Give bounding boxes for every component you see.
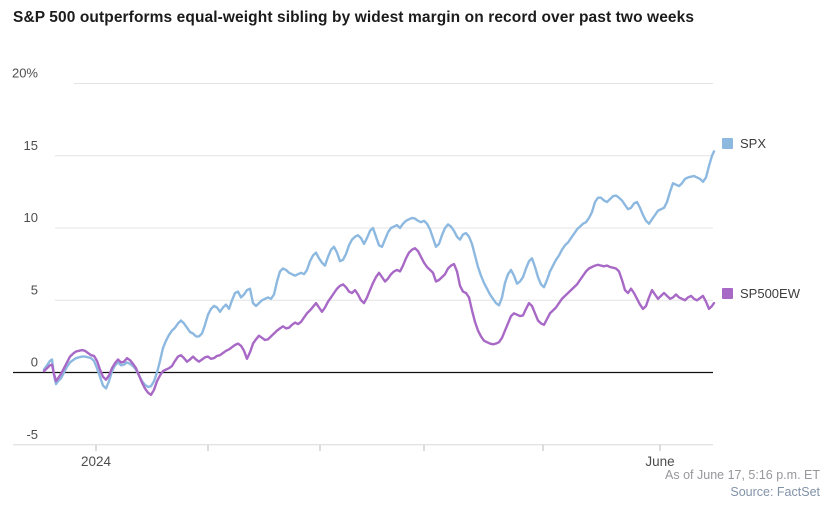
y-axis-label: 20%	[12, 66, 38, 81]
legend-sp500ew-label: SP500EW	[740, 286, 800, 301]
footer: As of June 17, 5:16 p.m. ET Source: Fact…	[665, 467, 820, 500]
y-axis-label: 15	[24, 138, 38, 153]
x-axis-label: June	[645, 454, 674, 469]
y-axis-label: 5	[31, 282, 38, 297]
spx-swatch-icon	[722, 138, 733, 149]
y-axis-label: 10	[24, 210, 38, 225]
series-line-spx	[42, 150, 716, 390]
y-axis-label: 0	[31, 355, 38, 370]
series-line-sp500ew	[42, 247, 716, 397]
legend-sp500ew: SP500EW	[722, 286, 800, 301]
source-text: Source: FactSet	[730, 484, 820, 499]
legend-spx-label: SPX	[740, 136, 767, 151]
sp500ew-swatch-icon	[722, 288, 733, 299]
y-axis-label: -5	[26, 427, 38, 442]
legend-spx: SPX	[722, 136, 766, 151]
x-axis-label: 2024	[81, 454, 112, 469]
chart-title: S&P 500 outperforms equal-weight sibling…	[13, 9, 695, 26]
as-of-text: As of June 17, 5:16 p.m. ET	[665, 468, 820, 482]
